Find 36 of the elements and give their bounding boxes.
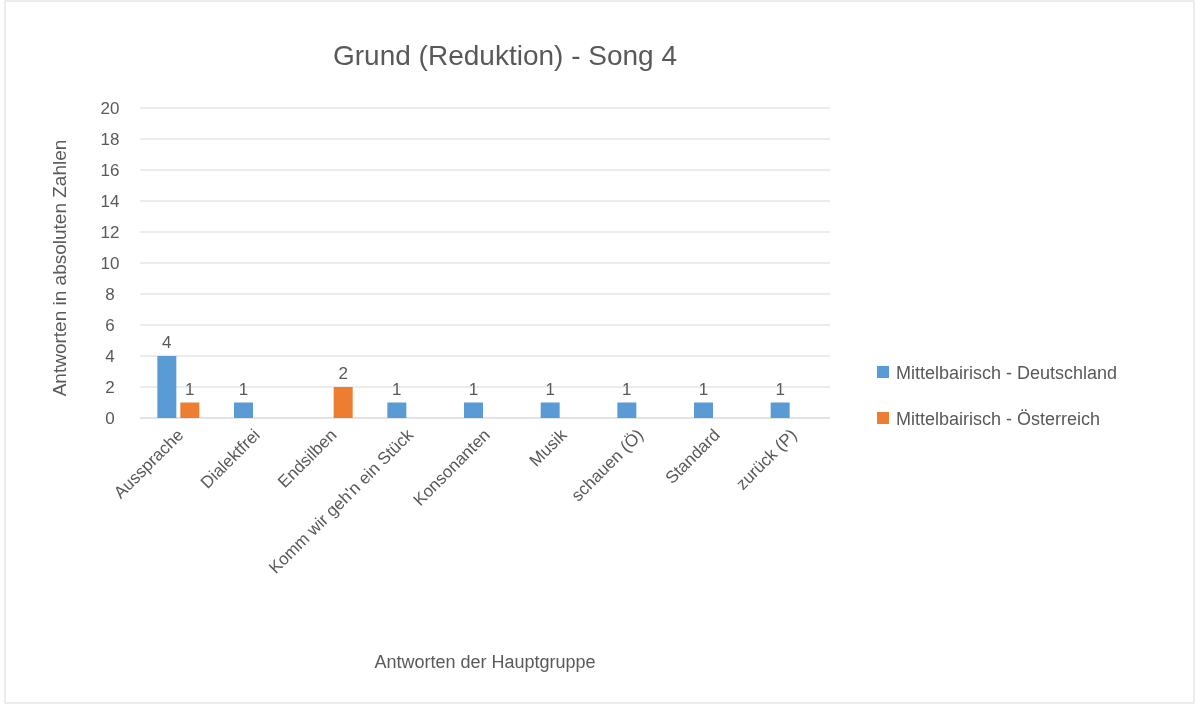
bar — [180, 402, 200, 418]
bar — [234, 402, 253, 418]
bar — [157, 356, 177, 418]
legend-label: Mittelbairisch - Österreich — [896, 409, 1101, 429]
data-label: 1 — [185, 379, 195, 399]
y-tick-label: 8 — [105, 285, 115, 304]
y-tick-label: 20 — [100, 99, 120, 118]
y-tick-label: 12 — [100, 223, 120, 242]
data-label: 2 — [338, 364, 348, 383]
bar — [617, 402, 637, 418]
y-tick-label: 2 — [105, 378, 115, 397]
y-tick-label: 4 — [105, 347, 115, 366]
y-tick-label: 16 — [100, 161, 120, 180]
x-axis-title: Antworten der Hauptgruppe — [374, 652, 596, 672]
bar — [770, 402, 790, 418]
data-label: 1 — [468, 379, 479, 399]
chart-title: Grund (Reduktion) - Song 4 — [333, 40, 677, 71]
y-tick-label: 18 — [100, 130, 120, 149]
data-label: 4 — [162, 333, 172, 352]
data-label: 1 — [775, 379, 785, 399]
bar — [694, 402, 713, 418]
y-tick-label: 0 — [105, 409, 115, 428]
y-tick-label: 10 — [100, 254, 120, 273]
y-tick-label: 6 — [105, 316, 115, 335]
data-label: 1 — [545, 379, 555, 399]
legend-label: Mittelbairisch - Deutschland — [896, 363, 1118, 383]
data-label: 1 — [238, 379, 249, 399]
data-label: 1 — [698, 379, 709, 399]
bar — [387, 402, 407, 418]
y-tick-label: 14 — [100, 192, 120, 211]
data-label: 1 — [392, 379, 402, 399]
bar — [540, 402, 560, 418]
y-axis-title: Antworten in absoluten Zahlen — [49, 139, 70, 397]
bar — [333, 387, 353, 418]
bar — [464, 402, 483, 418]
data-label: 1 — [622, 379, 632, 399]
